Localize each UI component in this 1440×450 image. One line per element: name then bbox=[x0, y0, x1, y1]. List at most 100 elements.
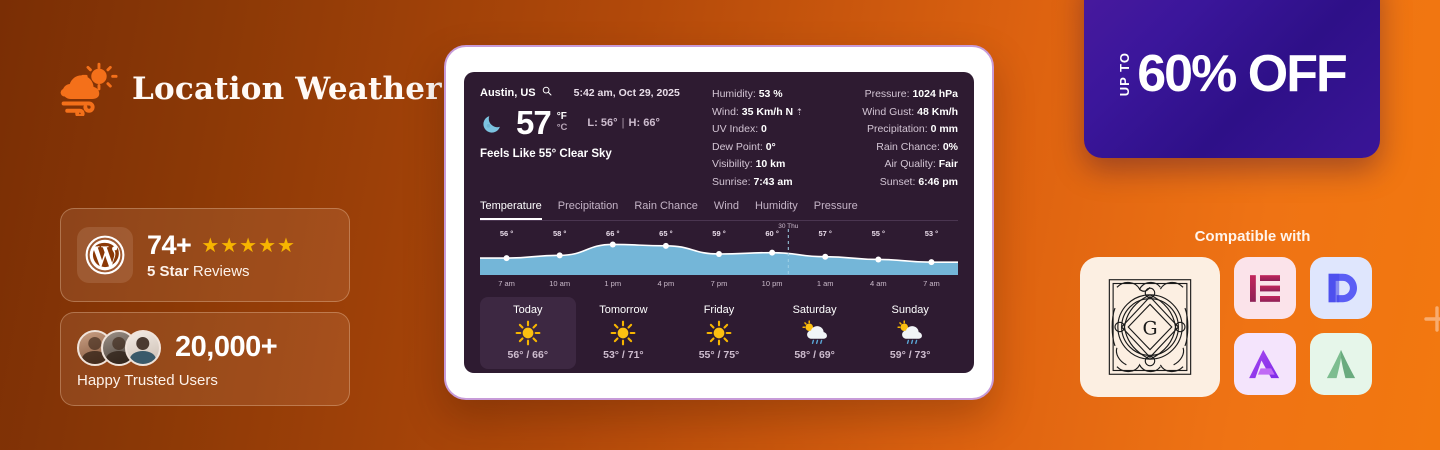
device-frame: Austin, US 5:42 am, Oct 29, 2025 bbox=[444, 45, 994, 400]
detail-wind: Wind: 35 Km/h N ⇡ bbox=[712, 105, 804, 118]
astra-icon[interactable] bbox=[1310, 333, 1372, 395]
sun-icon bbox=[480, 320, 576, 346]
brand-column: Location Weather bbox=[60, 44, 442, 134]
brand-logo-row: Location Weather bbox=[60, 44, 442, 134]
detail-sunset: Sunset: 6:46 pm bbox=[879, 175, 958, 188]
forecast-card-today[interactable]: Today 56° / 66° bbox=[480, 296, 576, 369]
reviews-card: 74+ ★★★★★ 5 Star Reviews bbox=[60, 208, 350, 302]
chart-point[interactable] bbox=[609, 240, 616, 247]
wordpress-icon bbox=[77, 227, 133, 283]
weather-details: Humidity: 53 % Wind: 35 Km/h N ⇡ UV Inde… bbox=[712, 86, 958, 188]
reviews-top: 74+ ★★★★★ bbox=[147, 230, 296, 261]
forecast-card-tomorrow[interactable]: Tomorrow 53° / 71° bbox=[576, 297, 672, 369]
chart-x-tick: 1 am bbox=[816, 278, 834, 288]
weather-summary: Austin, US 5:42 am, Oct 29, 2025 bbox=[480, 86, 712, 188]
tab-pressure[interactable]: Pressure bbox=[813, 199, 858, 212]
low-high-row: L: 56° | H: 66° bbox=[587, 116, 660, 129]
chart-x-axis: 7 am 10 am 1 pm 4 pm 7 pm 10 pm 1 am 4 am 7 am bbox=[480, 277, 958, 291]
chart-x-tick: 7 am bbox=[498, 278, 515, 288]
feels-like-text: Feels Like 55° Clear Sky bbox=[480, 148, 612, 160]
detail-air-quality: Air Quality: Fair bbox=[884, 158, 958, 170]
sun-cloud-rain-icon bbox=[862, 319, 958, 346]
current-datetime: 5:42 am, Oct 29, 2025 bbox=[573, 86, 680, 99]
avada-icon[interactable] bbox=[1234, 333, 1296, 395]
tab-temperature[interactable]: Temperature bbox=[480, 200, 542, 220]
reviews-sub-suffix: Reviews bbox=[188, 263, 250, 280]
detail-precipitation: Precipitation: 0 mm bbox=[866, 123, 958, 135]
plus-icon bbox=[1423, 305, 1440, 333]
search-icon[interactable] bbox=[542, 86, 552, 99]
weather-details-right: Pressure: 1024 hPa Wind Gust: 48 Km/h Pr… bbox=[840, 88, 958, 188]
location-name: Austin, US bbox=[480, 86, 536, 99]
current-temperature: 57 bbox=[516, 104, 552, 141]
chart-point-label: 58 ° bbox=[552, 228, 567, 238]
compatibility-tiles bbox=[1234, 257, 1372, 395]
tab-precipitation[interactable]: Precipitation bbox=[557, 199, 619, 212]
chart-point[interactable] bbox=[769, 249, 776, 256]
temp-high: H: 66° bbox=[628, 116, 660, 129]
detail-wind-gust: Wind Gust: 48 Km/h bbox=[862, 105, 958, 118]
compatibility-section: Compatible with bbox=[1080, 228, 1440, 397]
chart-point[interactable] bbox=[928, 258, 935, 265]
chart-point-label: 57 ° bbox=[818, 228, 832, 238]
forecast-card-saturday[interactable]: Saturday 58° / 69° bbox=[767, 297, 863, 369]
detail-uv-index: UV Index: 0 bbox=[712, 123, 767, 135]
chart-point-label: 55 ° bbox=[871, 228, 886, 238]
chart-point-label: 60 ° bbox=[765, 228, 779, 238]
promo-upto-label: UP TO bbox=[1117, 51, 1133, 97]
forecast-day: Friday bbox=[703, 303, 735, 316]
chart-point[interactable] bbox=[556, 251, 563, 258]
chart-day-divider-label: 30 Thu bbox=[778, 222, 799, 230]
moon-icon bbox=[480, 110, 506, 136]
chart-point-label: 65 ° bbox=[659, 228, 673, 238]
weather-widget: Austin, US 5:42 am, Oct 29, 2025 bbox=[464, 72, 974, 373]
forecast-temps: 53° / 71° bbox=[603, 348, 644, 361]
chart-point[interactable] bbox=[716, 250, 722, 257]
chart-x-tick: 10 pm bbox=[761, 278, 783, 288]
chart-x-tick: 7 am bbox=[923, 278, 940, 288]
chart-point[interactable] bbox=[875, 255, 882, 262]
reviews-subtitle: 5 Star Reviews bbox=[147, 263, 296, 280]
users-label: Happy Trusted Users bbox=[77, 371, 218, 389]
gutenberg-icon[interactable]: G bbox=[1080, 257, 1220, 397]
divi-icon[interactable] bbox=[1310, 257, 1372, 319]
chart-x-tick: 4 am bbox=[869, 278, 887, 288]
unit-celsius[interactable]: °C bbox=[556, 121, 568, 133]
users-count: 20,000+ bbox=[175, 331, 278, 363]
location-row: Austin, US 5:42 am, Oct 29, 2025 bbox=[480, 86, 712, 99]
temp-low: L: 56° bbox=[587, 116, 618, 129]
forecast-temps: 59° / 73° bbox=[889, 348, 931, 361]
forecast-row: Today 56° / 66° Tomorrow 53° / 71° Frida… bbox=[480, 296, 958, 369]
promo-discount-amount: 60% OFF bbox=[1137, 45, 1347, 103]
unit-fahrenheit[interactable]: °F bbox=[556, 111, 567, 123]
forecast-day: Saturday bbox=[792, 303, 837, 316]
tab-humidity[interactable]: Humidity bbox=[754, 199, 798, 212]
chart-point-label: 66 ° bbox=[606, 228, 620, 238]
forecast-temps: 56° / 66° bbox=[507, 348, 549, 361]
reviews-count: 74+ bbox=[147, 230, 192, 260]
chart-x-tick: 1 pm bbox=[604, 278, 622, 288]
detail-visibility: Visibility: 10 km bbox=[712, 158, 786, 170]
temperature-row: 57 °F °C L: 56° | H: 66° bbox=[480, 106, 712, 139]
chart-point[interactable] bbox=[822, 253, 829, 260]
chart-point[interactable] bbox=[503, 254, 510, 261]
avatar-stack bbox=[77, 329, 161, 366]
svg-text:G: G bbox=[1142, 318, 1157, 340]
sun-icon bbox=[671, 320, 767, 346]
avatar bbox=[125, 329, 161, 366]
reviews-text: 74+ ★★★★★ 5 Star Reviews bbox=[147, 230, 296, 280]
detail-dew-point: Dew Point: 0° bbox=[712, 140, 776, 153]
elementor-icon[interactable] bbox=[1234, 257, 1296, 319]
forecast-card-friday[interactable]: Friday 55° / 75° bbox=[671, 297, 767, 369]
weather-header: Austin, US 5:42 am, Oct 29, 2025 bbox=[480, 86, 958, 188]
sun-icon bbox=[576, 320, 672, 346]
forecast-card-sunday[interactable]: Sunday 59° / 73° bbox=[862, 297, 958, 369]
reviews-sub-prefix: 5 Star bbox=[147, 263, 189, 280]
tab-rain-chance[interactable]: Rain Chance bbox=[634, 199, 698, 212]
chart-point[interactable] bbox=[662, 242, 669, 249]
weather-details-left: Humidity: 53 % Wind: 35 Km/h N ⇡ UV Inde… bbox=[712, 88, 830, 188]
chart-x-tick: 7 pm bbox=[710, 278, 728, 288]
chart-point-label: 56 ° bbox=[499, 228, 514, 238]
tab-wind[interactable]: Wind bbox=[713, 199, 739, 212]
detail-humidity: Humidity: 53 % bbox=[712, 88, 783, 100]
